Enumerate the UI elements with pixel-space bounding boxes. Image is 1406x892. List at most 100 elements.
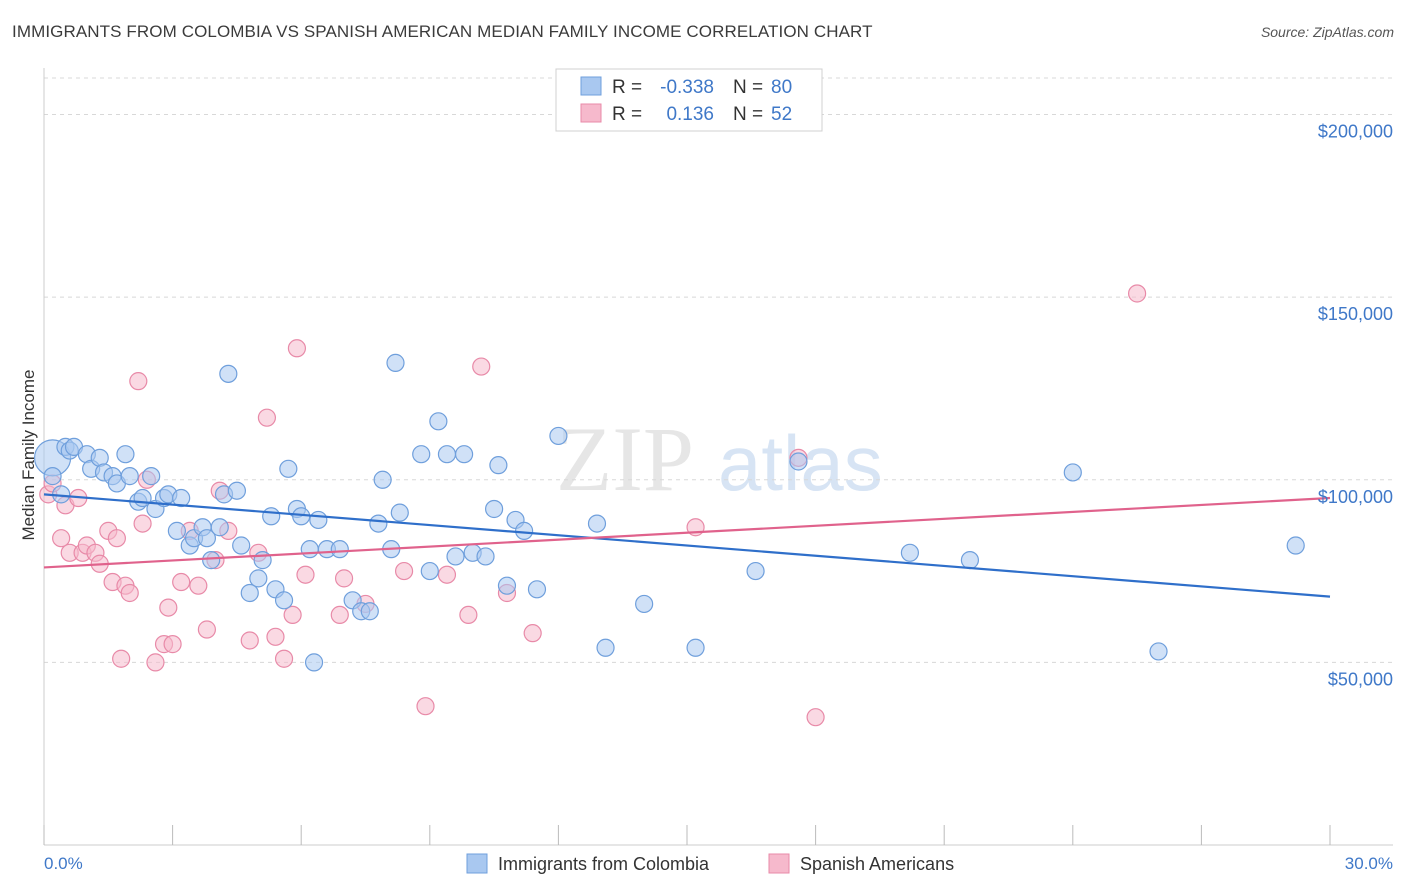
point-spanish-american <box>334 569 354 588</box>
point-colombia <box>240 583 259 603</box>
point-spanish-american <box>257 408 277 427</box>
legend-box: R = -0.338 N = 80 R = 0.136 N = 52 <box>555 68 823 132</box>
point-spanish-american <box>112 649 131 668</box>
point-colombia <box>549 426 568 446</box>
point-colombia <box>960 551 980 570</box>
point-colombia <box>369 514 388 533</box>
point-colombia <box>279 459 298 478</box>
point-spanish-american <box>459 605 478 625</box>
legend-n-label-1: N = <box>733 77 763 98</box>
point-colombia <box>489 456 508 475</box>
point-colombia <box>360 602 379 621</box>
point-spanish-american <box>274 649 294 668</box>
point-spanish-american <box>266 627 285 646</box>
legend-swatch-blue <box>580 76 602 96</box>
point-colombia <box>1286 536 1305 555</box>
watermark-zip: ZIP <box>556 408 694 510</box>
legend-r-value-2: 0.136 <box>666 104 714 125</box>
point-spanish-american <box>806 708 825 727</box>
x-tick-label-max: 30.0% <box>1345 854 1393 873</box>
point-spanish-american <box>296 565 315 584</box>
point-spanish-american <box>1127 284 1147 303</box>
point-colombia <box>202 551 221 570</box>
point-spanish-american <box>163 635 182 654</box>
trendline-spanish-americans <box>43 496 1331 569</box>
point-colombia <box>454 445 474 464</box>
point-colombia <box>497 576 517 595</box>
trend-lines <box>43 493 1331 598</box>
point-colombia <box>172 488 191 508</box>
bottom-legend-label-pink: Spanish Americans <box>800 854 954 874</box>
point-colombia <box>219 364 238 383</box>
point-colombia <box>1149 642 1168 661</box>
point-spanish-american <box>472 357 491 376</box>
point-spanish-american <box>189 576 208 595</box>
point-spanish-american <box>172 572 191 592</box>
point-colombia <box>429 412 448 431</box>
point-colombia <box>116 445 135 464</box>
point-colombia <box>437 445 457 464</box>
point-spanish-american <box>197 620 216 639</box>
point-colombia <box>386 353 405 372</box>
gridlines <box>44 77 1393 663</box>
source-credit: Source: ZipAtlas.com <box>1260 24 1394 40</box>
point-colombia <box>446 547 465 566</box>
point-colombia <box>420 561 439 581</box>
point-spanish-american <box>52 529 71 548</box>
point-colombia <box>390 503 409 522</box>
legend-swatch-pink <box>580 103 602 123</box>
y-tick-label: $150,000 <box>1318 304 1393 324</box>
tick-labels: $50,000 $100,000 $150,000 $200,000 0.0% 30.0% <box>44 122 1393 873</box>
chart-title: IMMIGRANTS FROM COLOMBIA VS SPANISH AMER… <box>12 22 873 41</box>
point-spanish-american <box>523 624 542 643</box>
trendline-colombia <box>43 493 1331 598</box>
legend-r-value-1: -0.338 <box>660 77 714 98</box>
point-colombia <box>596 638 615 657</box>
point-colombia <box>476 547 495 566</box>
bottom-legend-swatch-pink <box>768 853 790 874</box>
point-colombia <box>304 653 324 672</box>
point-colombia <box>262 507 281 526</box>
point-spanish-american <box>287 339 307 358</box>
point-spanish-american <box>159 598 178 617</box>
series-immigrants-from-colombia <box>33 353 1305 672</box>
point-colombia <box>527 580 547 599</box>
point-colombia <box>210 518 229 537</box>
y-tick-label: $100,000 <box>1318 487 1393 507</box>
point-colombia <box>274 591 294 610</box>
point-colombia <box>142 467 161 486</box>
point-spanish-american <box>133 514 152 533</box>
point-colombia <box>635 594 654 614</box>
x-tick-label-min: 0.0% <box>44 854 83 873</box>
point-colombia <box>227 481 246 500</box>
point-colombia <box>587 514 607 533</box>
bottom-legend: Immigrants from Colombia Spanish America… <box>466 853 954 874</box>
point-spanish-american <box>120 583 139 603</box>
point-colombia <box>1063 463 1082 482</box>
point-colombia <box>686 638 705 657</box>
point-spanish-american <box>107 529 126 548</box>
point-colombia <box>412 445 431 464</box>
legend-n-label-2: N = <box>733 104 763 125</box>
point-spanish-american <box>129 372 148 391</box>
point-colombia <box>900 543 920 562</box>
bottom-legend-swatch-blue <box>466 853 488 874</box>
point-colombia <box>300 540 319 559</box>
point-spanish-american <box>146 653 165 672</box>
bottom-legend-label-blue: Immigrants from Colombia <box>498 854 710 874</box>
point-colombia <box>197 529 216 548</box>
point-spanish-american <box>437 565 457 584</box>
point-spanish-american <box>416 697 435 716</box>
point-colombia <box>746 561 765 581</box>
point-colombia <box>232 536 251 555</box>
point-spanish-american <box>394 561 414 581</box>
point-spanish-american <box>283 605 302 625</box>
point-colombia <box>120 467 139 486</box>
point-colombia <box>253 551 272 570</box>
legend-n-value-2: 52 <box>771 104 792 125</box>
point-colombia <box>167 521 186 540</box>
point-colombia <box>789 452 808 471</box>
y-tick-label: $200,000 <box>1318 122 1393 142</box>
point-colombia <box>485 499 504 519</box>
